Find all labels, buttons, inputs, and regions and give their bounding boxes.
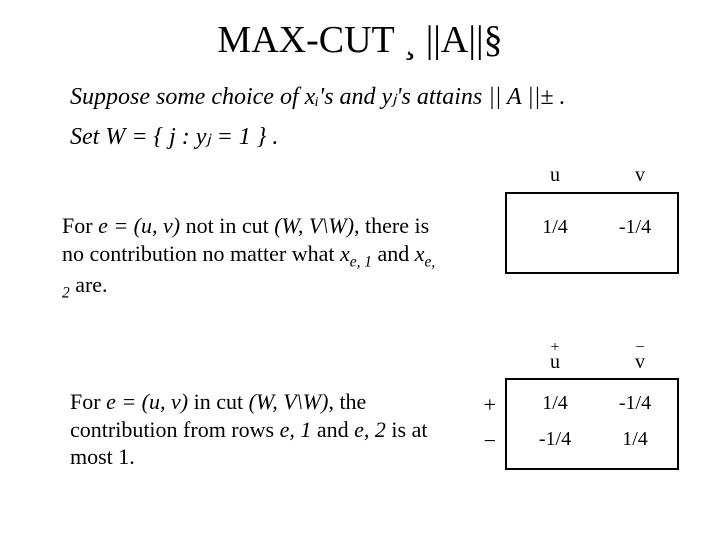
cut-notation: (W, V\W)	[274, 213, 354, 238]
header-v-label: v	[635, 352, 645, 372]
supposition-line: Suppose some choice of xᵢ's and yⱼ's att…	[70, 82, 566, 111]
table2-cell-0-0: 1/4	[515, 392, 595, 415]
table1-cell-0-1: -1/4	[595, 216, 675, 239]
table1-header-v: v	[610, 164, 670, 187]
paragraph-in-cut: For e = (u, v) in cut (W, V\W), the cont…	[70, 388, 450, 471]
table2-cell-1-1: 1/4	[595, 428, 675, 451]
set-w-line: Set W = { j : yⱼ = 1 } .	[70, 122, 278, 151]
table1-header-u: u	[525, 164, 585, 187]
text: are.	[70, 272, 108, 297]
text: in cut	[188, 389, 249, 414]
var-x1-sub: e, 1	[350, 253, 372, 270]
row-2: e, 2	[354, 417, 386, 442]
edge-def: e = (u, v)	[106, 389, 188, 414]
row-1: e, 1	[280, 417, 312, 442]
table2-row-sign-0: +	[470, 392, 496, 418]
edge-def: e = (u, v)	[98, 213, 180, 238]
text: not in cut	[180, 213, 274, 238]
table2-header-u: + u	[525, 340, 585, 374]
text: For	[70, 389, 106, 414]
paragraph-not-in-cut: For e = (u, v) not in cut (W, V\W), ther…	[62, 212, 442, 303]
slide-title: MAX-CUT ¸ ||A||§	[0, 18, 720, 62]
text: and	[311, 417, 354, 442]
text: and	[372, 241, 415, 266]
var-x2: x	[415, 241, 425, 266]
slide: MAX-CUT ¸ ||A||§ Suppose some choice of …	[0, 0, 720, 540]
cut-notation: (W, V\W)	[249, 389, 329, 414]
text: For	[62, 213, 98, 238]
table1-cell-0-0: 1/4	[515, 216, 595, 239]
header-u-label: u	[550, 352, 560, 372]
var-x1: x	[340, 241, 350, 266]
table2-row-sign-1: −	[470, 428, 496, 454]
table2-cell-0-1: -1/4	[595, 392, 675, 415]
table2-header-v: − v	[610, 340, 670, 374]
table2-cell-1-0: -1/4	[515, 428, 595, 451]
